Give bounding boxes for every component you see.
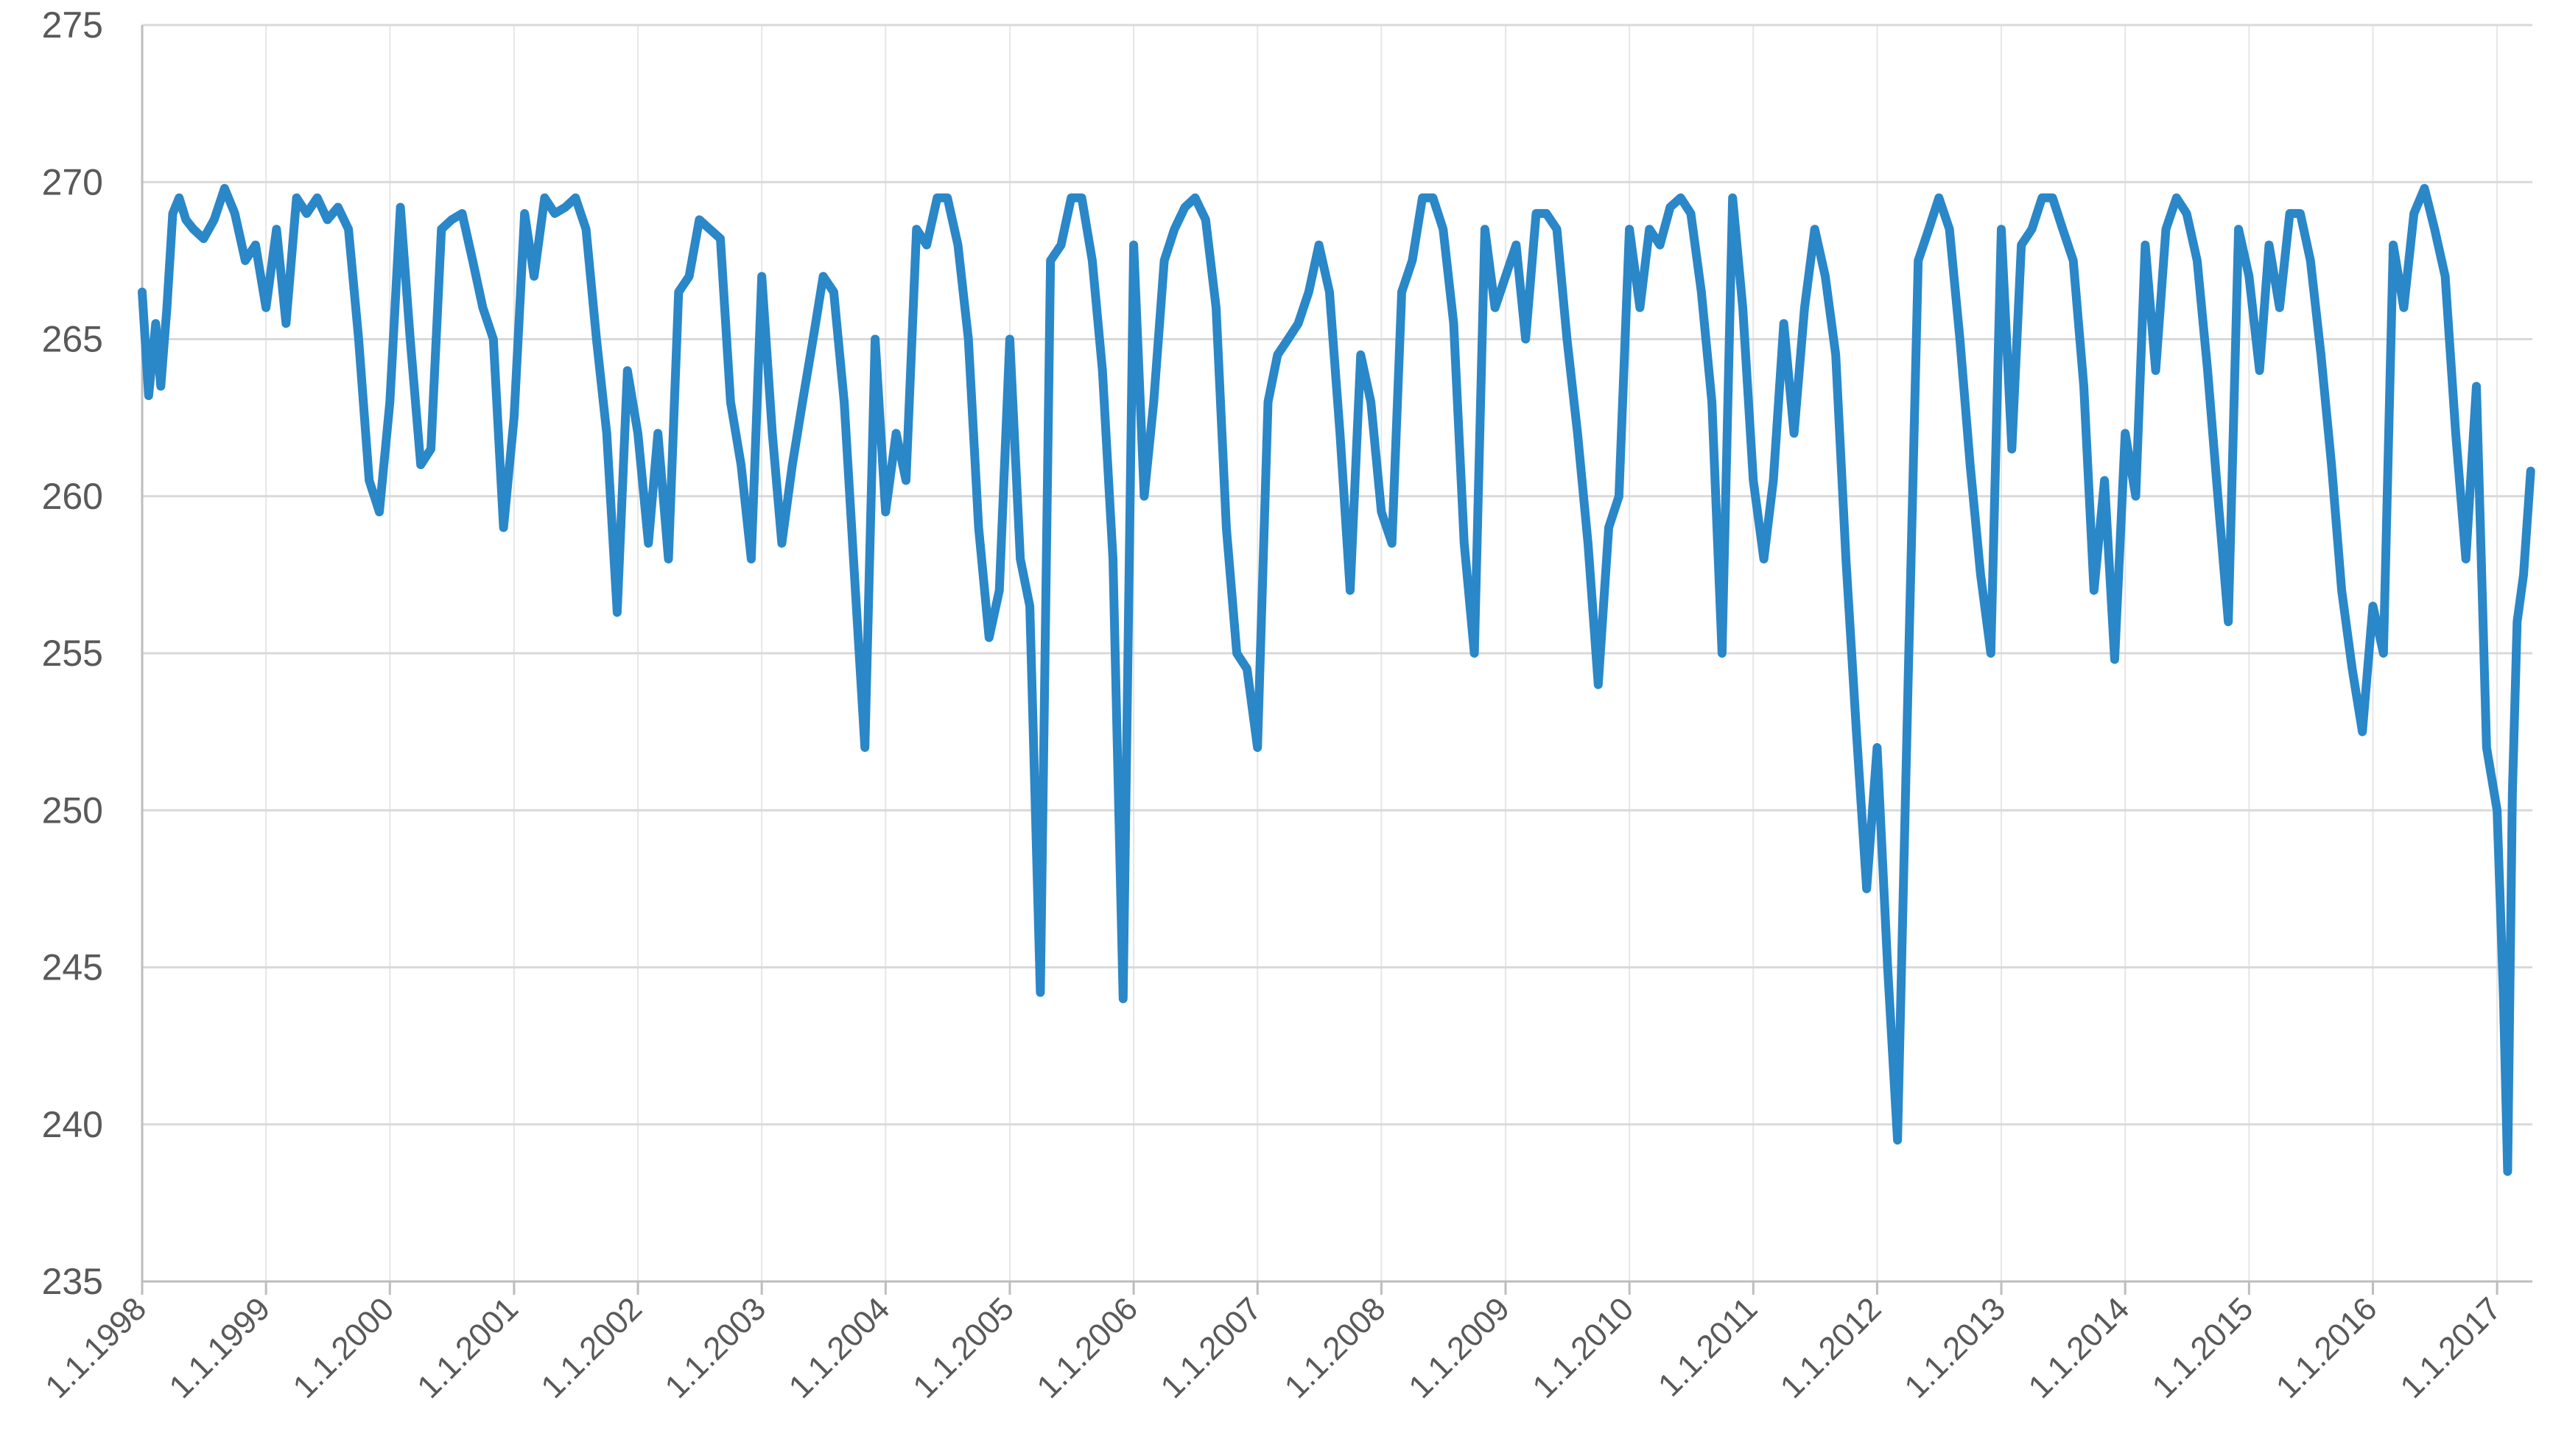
x-tick-label: 1.1.2013 xyxy=(1897,1290,2012,1405)
x-tick-label: 1.1.2004 xyxy=(782,1290,897,1405)
x-tick-label: 1.1.2006 xyxy=(1030,1290,1145,1405)
y-tick-label: 270 xyxy=(42,161,103,203)
x-tick-label: 1.1.2008 xyxy=(1278,1290,1393,1405)
y-tick-label: 235 xyxy=(42,1261,103,1302)
x-tick-label: 1.1.2003 xyxy=(659,1290,773,1405)
y-tick-label: 275 xyxy=(42,4,103,46)
y-tick-label: 250 xyxy=(42,789,103,831)
x-tick-label: 1.1.2000 xyxy=(287,1290,401,1405)
y-axis-tick-labels: 235 240 245 250 255 260 265 270 275 xyxy=(42,4,103,1302)
series-layer xyxy=(138,183,2535,1176)
x-tick-label: 1.1.2016 xyxy=(2269,1290,2384,1405)
x-tick-label: 1.1.2012 xyxy=(1774,1290,1889,1405)
x-tick-label: 1.1.2015 xyxy=(2146,1290,2261,1405)
y-tick-label: 265 xyxy=(42,319,103,360)
x-tick-label: 1.1.2002 xyxy=(534,1290,649,1405)
x-tick-label: 1.1.2010 xyxy=(1525,1290,1640,1405)
x-tick-label: 1.1.2007 xyxy=(1154,1290,1269,1405)
x-tick-label: 1.1.2014 xyxy=(2021,1290,2136,1405)
y-tick-label: 240 xyxy=(42,1104,103,1145)
x-tick-label: 1.1.2001 xyxy=(410,1290,525,1405)
axes xyxy=(141,25,2532,1295)
x-tick-label: 1.1.1998 xyxy=(38,1290,153,1405)
x-tick-label: 1.1.2017 xyxy=(2393,1290,2508,1405)
y-tick-label: 255 xyxy=(42,633,103,674)
y-tick-label: 245 xyxy=(42,947,103,988)
x-tick-label: 1.1.2009 xyxy=(1402,1290,1517,1405)
series-line xyxy=(138,183,2535,1176)
y-tick-label: 260 xyxy=(42,476,103,517)
x-tick-label: 1.1.1999 xyxy=(162,1290,277,1405)
x-axis-tick-labels: 1.1.1998 1.1.1999 1.1.2000 1.1.2001 1.1.2002… xyxy=(38,1290,2508,1405)
x-tick-label: 1.1.2011 xyxy=(1651,1290,1764,1403)
x-tick-label: 1.1.2005 xyxy=(906,1290,1021,1405)
